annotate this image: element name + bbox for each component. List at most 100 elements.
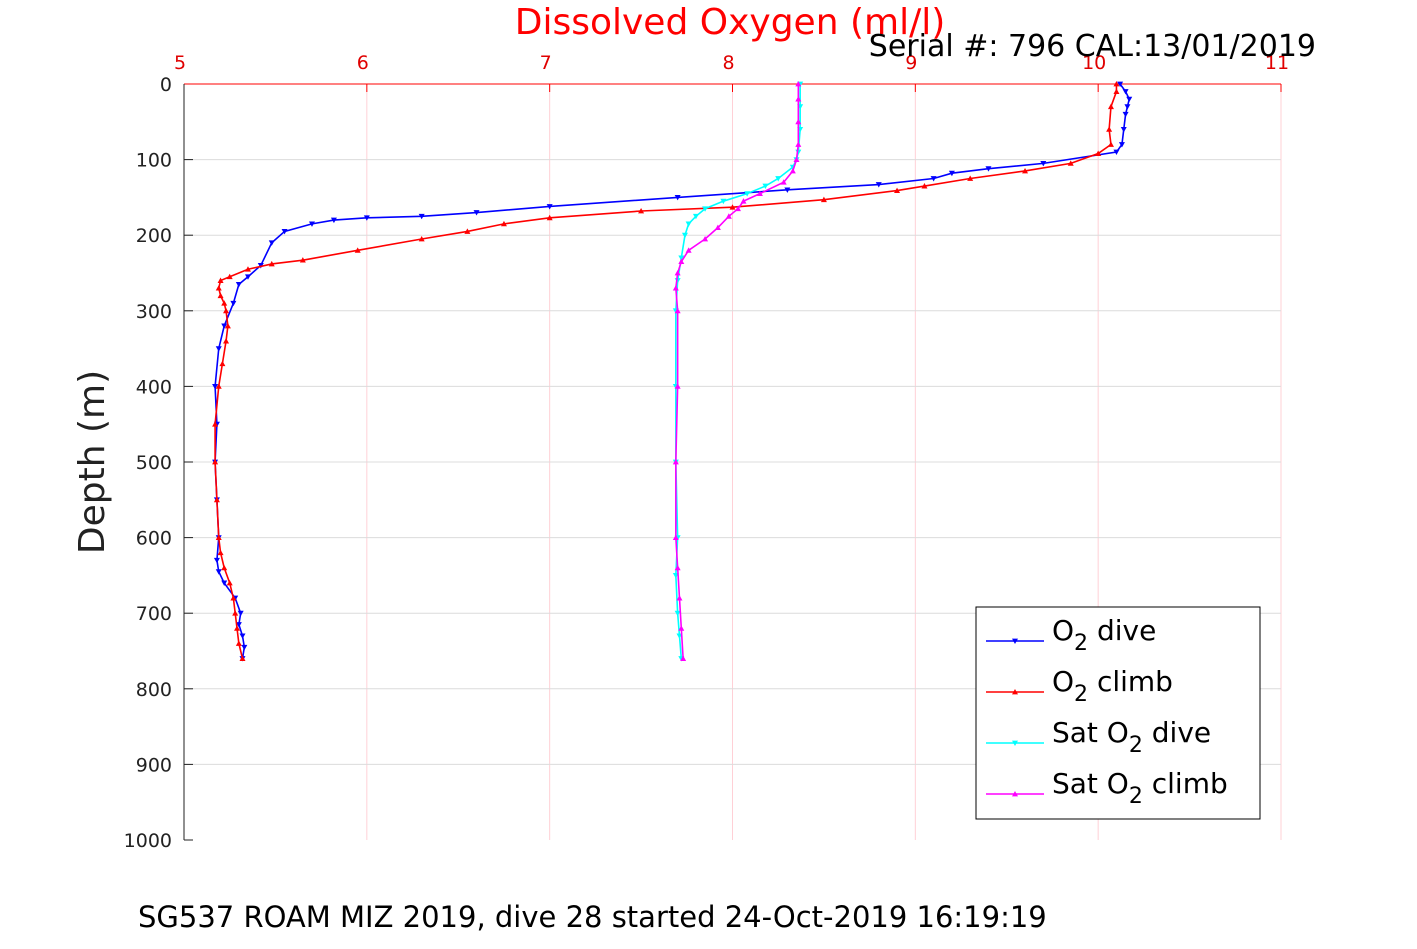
legend-entry: O2 dive [986, 614, 1156, 656]
legend-entry: Sat O2 climb [986, 767, 1228, 809]
data-point [795, 96, 802, 102]
x-tick-label: 8 [722, 52, 734, 74]
data-point [235, 640, 242, 646]
y-tick-label: 600 [136, 528, 172, 550]
data-point [725, 213, 732, 219]
legend-swatch-marker [1012, 791, 1018, 797]
data-point [215, 285, 222, 291]
legend-entry: O2 climb [986, 665, 1173, 707]
data-point [363, 215, 370, 221]
data-point [237, 610, 244, 617]
data-point [299, 257, 306, 263]
data-point [875, 182, 882, 188]
chart-title: Dissolved Oxygen (ml/l) [515, 2, 946, 43]
data-point [681, 232, 688, 239]
data-point [948, 170, 955, 177]
data-point [762, 183, 769, 190]
data-point [217, 277, 224, 283]
data-point [921, 183, 928, 189]
data-point [1113, 88, 1120, 94]
data-point [1107, 103, 1114, 110]
x-tick-label: 9 [905, 52, 917, 74]
data-point [672, 459, 679, 465]
data-point [784, 187, 791, 193]
data-point [674, 270, 681, 276]
data-point [215, 383, 222, 389]
data-point [674, 383, 681, 389]
data-point [230, 300, 237, 307]
data-point [232, 610, 239, 616]
data-point [795, 81, 802, 87]
data-point [1118, 142, 1125, 148]
data-point [1113, 149, 1120, 156]
data-point [789, 167, 796, 174]
data-point [354, 247, 361, 253]
data-point [678, 258, 685, 265]
data-point [680, 655, 687, 661]
legend-label: Sat O2 climb [1052, 767, 1228, 809]
data-point [235, 281, 242, 288]
data-point [212, 421, 219, 427]
legend-entry: Sat O2 dive [986, 716, 1211, 758]
x-tick-label: 6 [357, 52, 369, 74]
data-point [967, 175, 974, 181]
grid-lines [184, 84, 1282, 840]
y-tick-label: 800 [136, 679, 172, 701]
data-point [226, 579, 233, 586]
data-point [268, 260, 275, 267]
legend-swatch-marker [1012, 740, 1018, 746]
y-tick-label: 100 [136, 150, 172, 172]
data-point [226, 273, 233, 280]
x-tick-label: 5 [174, 52, 186, 74]
series-sat-o2-climb [672, 81, 802, 661]
data-point [215, 534, 222, 540]
data-point [1122, 111, 1129, 118]
axes: 5 6 7 8 9 10 11 0 100 200 300 400 500 600 700 800 900 100… [124, 52, 1289, 852]
y-tick-label: 700 [136, 603, 172, 625]
data-point [638, 208, 645, 214]
data-point [780, 179, 787, 185]
y-tick-label: 1000 [124, 830, 172, 852]
chart-subtitle: Serial #: 796 CAL:13/01/2019 [869, 29, 1316, 64]
data-point [685, 221, 692, 227]
data-point [702, 206, 709, 212]
data-point [1122, 89, 1129, 95]
data-point [268, 240, 275, 246]
data-point [418, 235, 425, 242]
data-point [1120, 126, 1127, 133]
chart-footer: SG537 ROAM MIZ 2019, dive 28 started 24-… [138, 900, 1047, 934]
legend-swatch-marker [1012, 689, 1018, 695]
data-point [239, 655, 246, 661]
data-point [213, 557, 220, 564]
data-point [672, 285, 679, 291]
data-point [720, 198, 727, 205]
y-tick-label: 200 [136, 225, 172, 247]
data-point [775, 176, 782, 182]
legend-label: O2 dive [1052, 614, 1156, 656]
data-point [215, 569, 222, 575]
data-point [1107, 141, 1114, 147]
data-point [985, 166, 992, 172]
data-point [1095, 150, 1102, 156]
y-axis-label: Depth (m) [72, 370, 113, 554]
data-point [418, 213, 425, 220]
y-tick-label: 400 [136, 376, 172, 398]
data-point [1106, 126, 1113, 132]
data-point [239, 633, 246, 639]
x-tick-label: 10 [1082, 52, 1106, 74]
data-point [217, 292, 224, 299]
data-point [672, 534, 679, 540]
data-point [692, 213, 699, 220]
y-tick-label: 500 [136, 452, 172, 474]
data-point [464, 228, 471, 234]
data-point [244, 266, 251, 272]
data-point [676, 595, 683, 601]
data-point [1126, 96, 1133, 103]
x-tick-label: 7 [540, 52, 552, 74]
data-point [223, 307, 230, 314]
series-o2-dive [212, 81, 1133, 662]
data-point [678, 625, 685, 631]
data-point [500, 220, 507, 227]
data-point [740, 198, 747, 204]
